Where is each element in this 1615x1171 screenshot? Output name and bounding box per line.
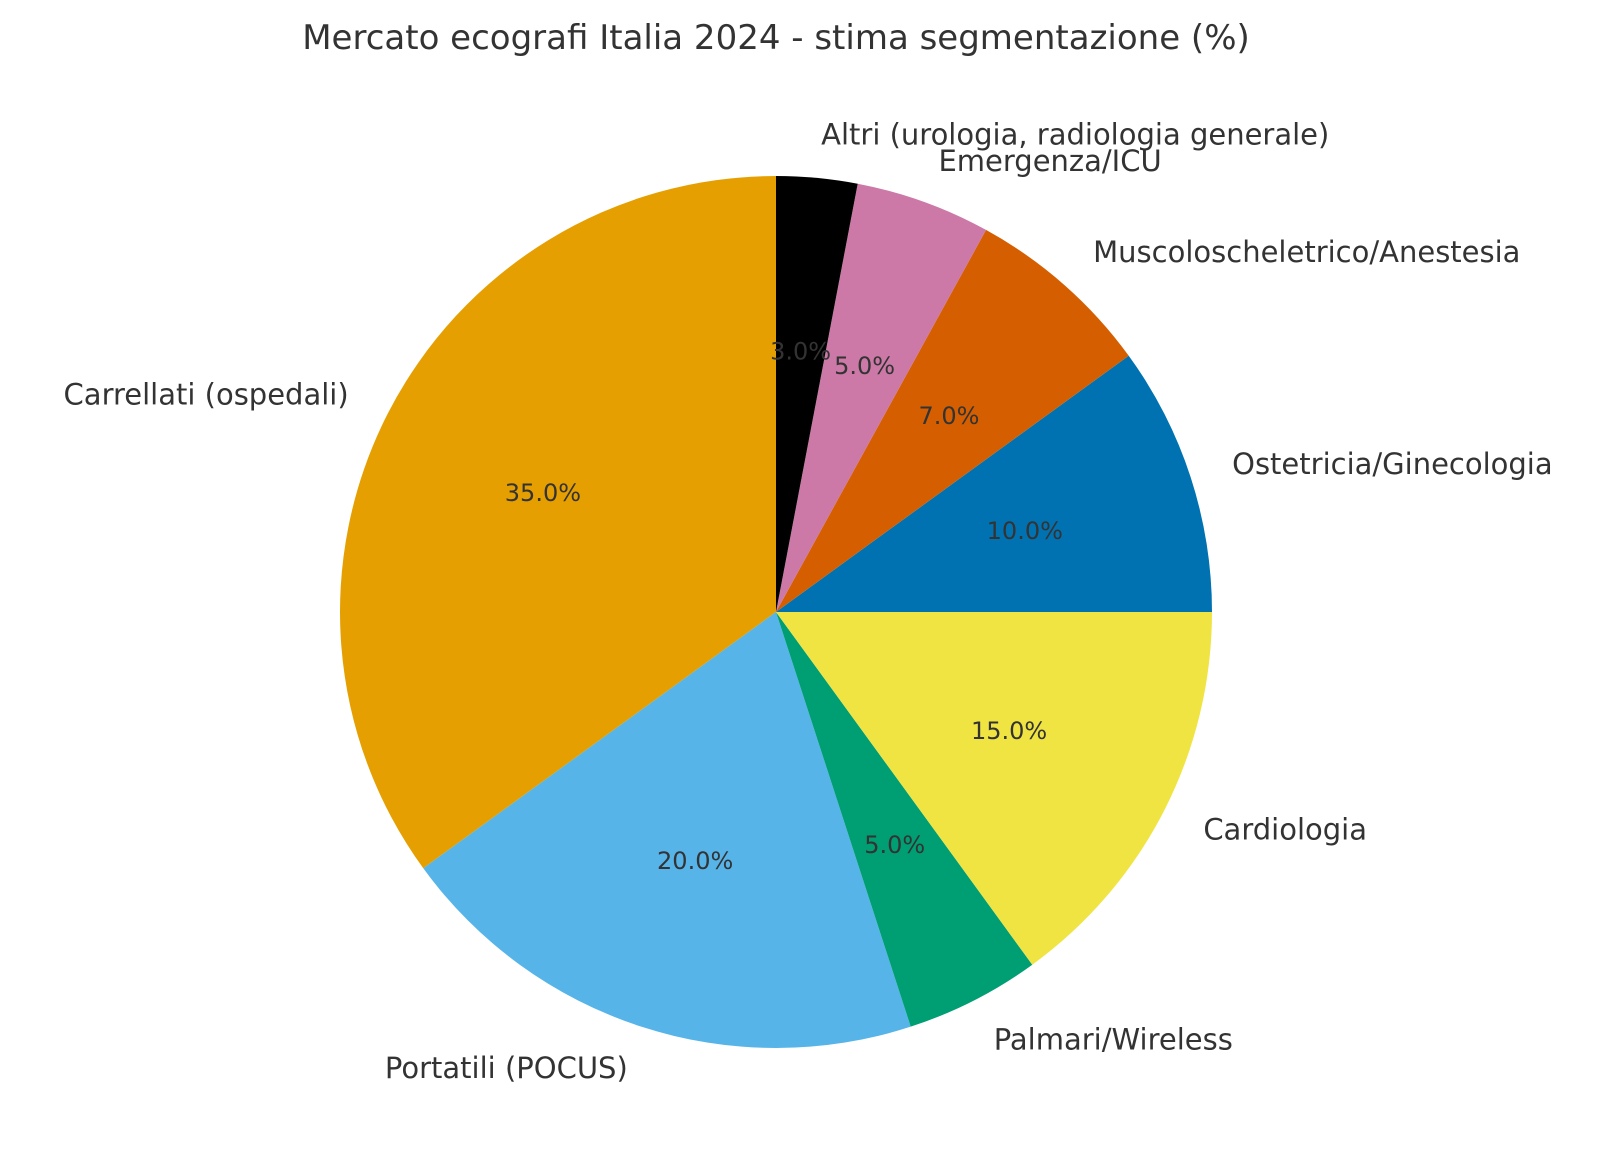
chart-title: Mercato ecografi Italia 2024 - stima seg… <box>302 18 1250 58</box>
pie-slice <box>776 612 1033 1027</box>
slice-label: Cardiologia <box>1203 813 1367 847</box>
pie-labels: Ostetricia/Ginecologia 10.0% Muscoloschele… <box>64 118 1553 1086</box>
slice-label: Palmari/Wireless <box>994 1022 1233 1056</box>
slice-percent-label: 15.0% <box>971 717 1047 745</box>
pie-slice <box>776 229 1129 612</box>
pie-slice <box>423 612 911 1048</box>
slice-percent-label: 7.0% <box>919 402 980 430</box>
slice-label: Muscoloscheletrico/Anestesia <box>1093 235 1520 269</box>
pie-slices <box>339 176 1212 1048</box>
slice-percent-label: 20.0% <box>657 847 733 875</box>
pie-slice <box>776 612 1212 965</box>
pie-slice <box>776 355 1212 612</box>
slice-label: Ostetricia/Ginecologia <box>1232 447 1553 481</box>
slice-label: Portatili (POCUS) <box>385 1051 628 1085</box>
pie-slice <box>339 176 776 869</box>
slice-percent-label: 10.0% <box>987 517 1063 545</box>
pie-slice <box>776 183 987 612</box>
slice-percent-label: 5.0% <box>864 831 925 859</box>
slice-percent-label: 5.0% <box>834 352 895 380</box>
slice-label: Altri (urologia, radiologia generale) <box>821 118 1329 152</box>
slice-label: Carrellati (ospedali) <box>64 377 349 411</box>
pie-slice <box>776 176 858 612</box>
slice-label: Emergenza/ICU <box>938 144 1161 178</box>
slice-percent-label: 35.0% <box>505 479 581 507</box>
slice-percent-label: 3.0% <box>770 338 831 366</box>
